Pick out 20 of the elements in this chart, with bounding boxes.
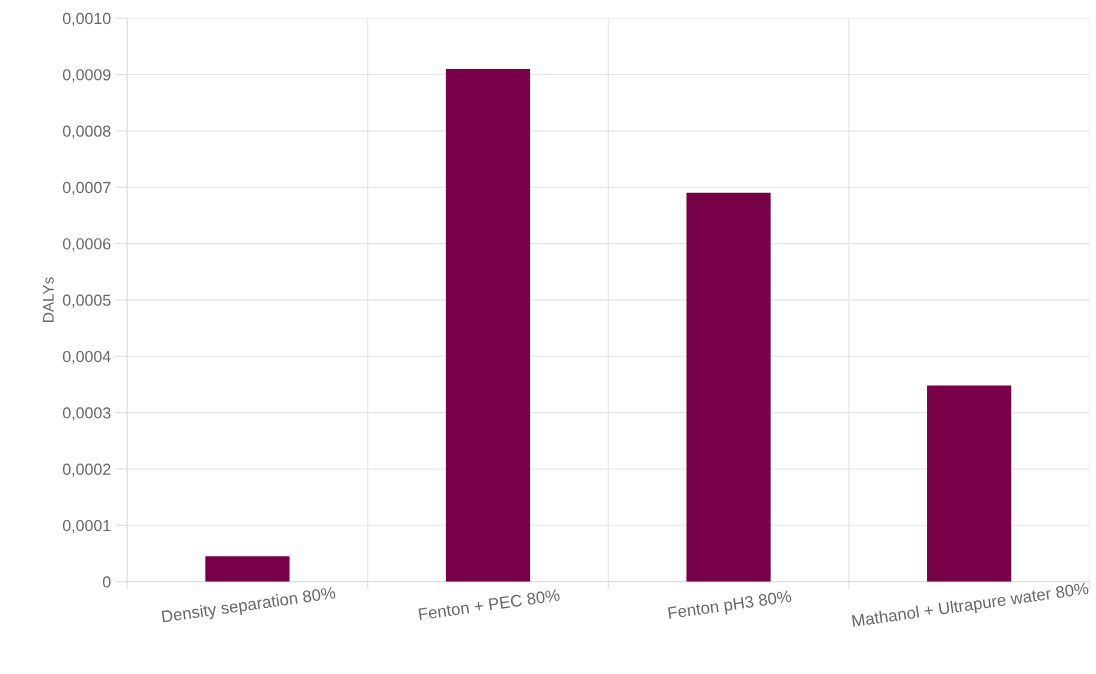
y-tick-label: 0,0005 [62,294,111,308]
x-tick-label: Fenton + PEC 80% [418,588,560,621]
x-tick-label: Density separation 80% [161,586,337,626]
y-tick-label: 0,0006 [62,238,111,252]
bar [927,385,1012,582]
y-tick-label: 0,0001 [62,519,111,534]
x-tick-label: Mathanol + Ultrapure water 80% [851,581,1090,631]
x-tick-label: Fenton pH3 80% [668,590,793,623]
y-tick-label: 0,0002 [62,463,111,477]
y-tick-label: 0,0007 [62,181,111,196]
y-tick-label: 0,0008 [62,125,111,139]
bar [205,556,290,582]
bar [445,68,531,582]
y-axis-title: DALYs [43,277,54,322]
y-tick-label: 0,0010 [62,12,111,27]
y-tick-label: 0,0009 [62,69,111,83]
y-tick-label: 0,0003 [62,407,111,421]
y-tick-label: 0,0004 [62,350,111,365]
bar [686,192,771,582]
y-tick-label: 0 [102,576,111,588]
